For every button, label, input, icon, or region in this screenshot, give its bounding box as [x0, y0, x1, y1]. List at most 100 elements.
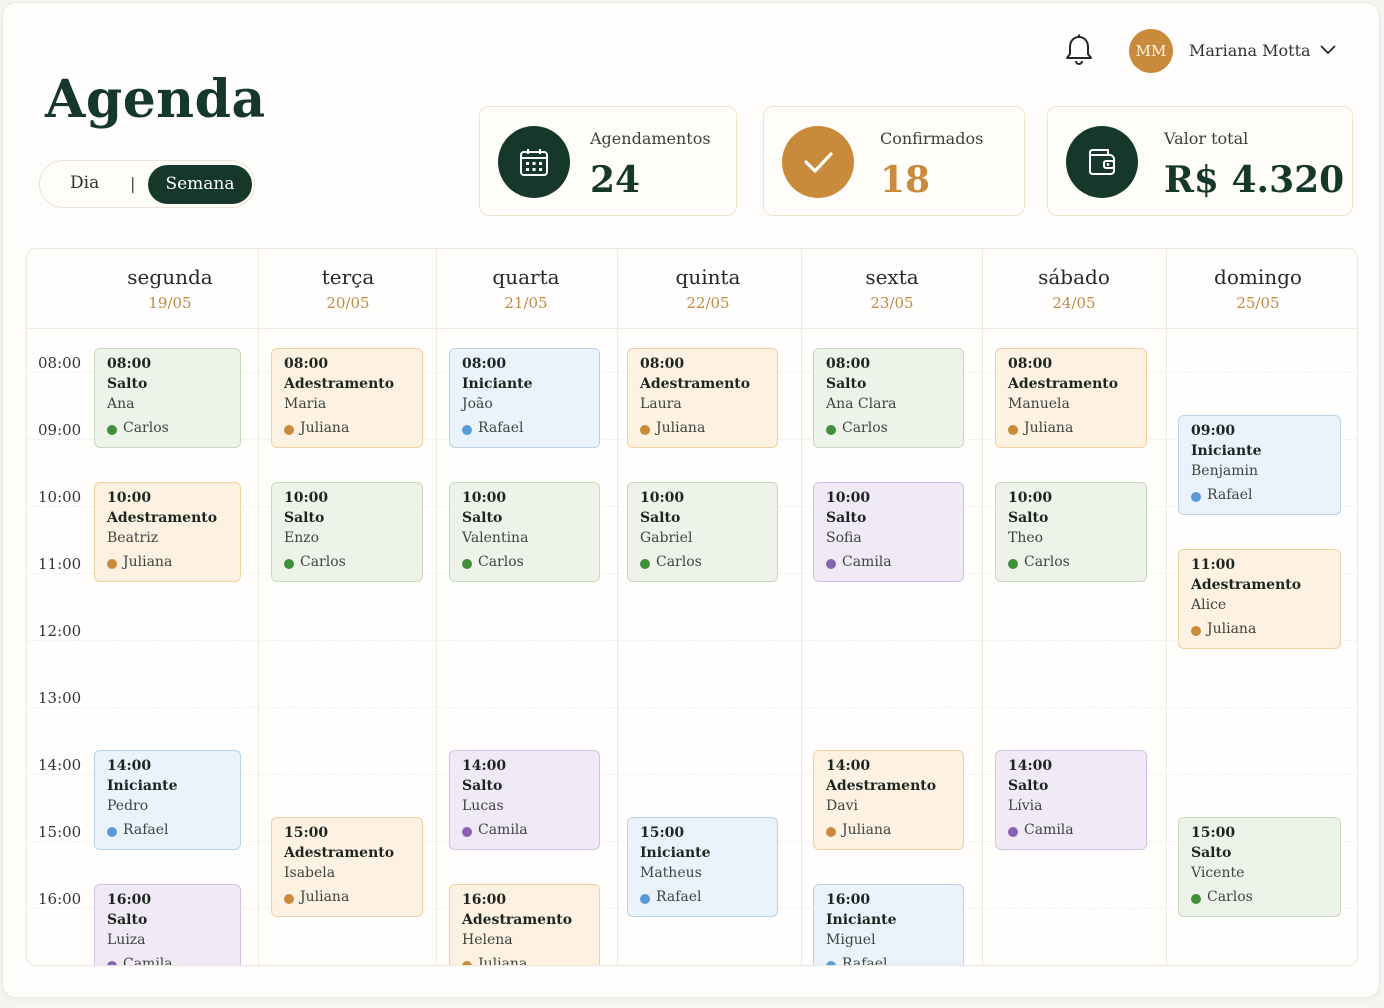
appointment-client: Lívia	[1008, 798, 1043, 814]
appointment-client: Luiza	[107, 932, 146, 948]
day-header: terça 20/05	[268, 249, 428, 329]
day-header: segunda 19/05	[90, 249, 250, 329]
appointment-card[interactable]: 15:00 Salto Vicente Carlos	[1178, 817, 1341, 917]
appointment-time: 10:00	[284, 490, 329, 506]
appointment-trainer: Rafael	[478, 420, 524, 436]
appointment-client: Ana Clara	[826, 396, 897, 412]
appointment-card[interactable]: 10:00 Adestramento Beatriz Juliana	[94, 482, 241, 582]
appointment-trainer: Juliana	[478, 956, 528, 966]
stat-card-confirmados: Confirmados 18	[763, 106, 1025, 216]
bell-icon[interactable]	[1063, 33, 1095, 67]
appointment-time: 08:00	[640, 356, 685, 372]
column-divider	[1166, 249, 1167, 965]
appointment-trainer: Juliana	[300, 889, 350, 905]
day-header: sexta 23/05	[812, 249, 972, 329]
appointment-type: Adestramento	[107, 510, 218, 526]
appointment-card[interactable]: 09:00 Iniciante Benjamin Rafael	[1178, 415, 1341, 515]
appointment-trainer: Juliana	[842, 822, 892, 838]
time-label: 10:00	[38, 488, 82, 506]
appointment-card[interactable]: 10:00 Salto Valentina Carlos	[449, 482, 600, 582]
day-date: 23/05	[870, 294, 914, 312]
trainer-dot	[1191, 626, 1201, 636]
header-divider	[27, 328, 1357, 329]
appointment-card[interactable]: 14:00 Salto Lívia Camila	[995, 750, 1147, 850]
user-name[interactable]: Mariana Motta	[1189, 41, 1311, 60]
appointment-card[interactable]: 16:00 Adestramento Helena Juliana	[449, 884, 600, 966]
column-divider	[982, 249, 983, 965]
appointment-time: 08:00	[462, 356, 507, 372]
appointment-card[interactable]: 11:00 Adestramento Alice Juliana	[1178, 549, 1341, 649]
hour-line	[27, 640, 1357, 641]
day-date: 22/05	[686, 294, 730, 312]
chevron-down-icon[interactable]	[1319, 43, 1337, 57]
appointment-client: Ana	[107, 396, 135, 412]
appointment-client: Manuela	[1008, 396, 1070, 412]
appointment-card[interactable]: 15:00 Iniciante Matheus Rafael	[627, 817, 778, 917]
trainer-dot	[1191, 894, 1201, 904]
appointment-card[interactable]: 14:00 Salto Lucas Camila	[449, 750, 600, 850]
day-date: 24/05	[1052, 294, 1096, 312]
appointment-time: 15:00	[1191, 825, 1236, 841]
day-header: quarta 21/05	[446, 249, 606, 329]
hour-line	[27, 774, 1357, 775]
appointment-card[interactable]: 16:00 Iniciante Miguel Rafael	[813, 884, 964, 965]
day-name: terça	[321, 265, 375, 289]
appointment-client: Enzo	[284, 530, 320, 546]
appointment-card[interactable]: 15:00 Adestramento Isabela Juliana	[271, 817, 423, 917]
appointment-type: Iniciante	[462, 376, 533, 392]
day-header: domingo 25/05	[1178, 249, 1338, 329]
column-divider	[617, 249, 618, 965]
appointment-time: 08:00	[107, 356, 152, 372]
day-name: quarta	[492, 265, 560, 289]
appointment-card[interactable]: 10:00 Salto Theo Carlos	[995, 482, 1147, 582]
appointment-type: Iniciante	[826, 912, 897, 928]
appointment-client: Helena	[462, 932, 513, 948]
appointment-trainer: Carlos	[1024, 554, 1070, 570]
view-day-button[interactable]: Dia	[70, 173, 100, 193]
appointment-card[interactable]: 08:00 Adestramento Laura Juliana	[627, 348, 778, 448]
trainer-dot	[1008, 827, 1018, 837]
appointment-time: 14:00	[107, 758, 152, 774]
appointment-card[interactable]: 08:00 Adestramento Manuela Juliana	[995, 348, 1147, 448]
appointment-card[interactable]: 08:00 Iniciante João Rafael	[449, 348, 600, 448]
trainer-dot	[284, 894, 294, 904]
column-divider	[258, 249, 259, 965]
column-divider	[436, 249, 437, 965]
appointment-card[interactable]: 10:00 Salto Enzo Carlos	[271, 482, 423, 582]
appointment-trainer: Carlos	[656, 554, 702, 570]
appointment-time: 10:00	[1008, 490, 1053, 506]
appointment-card[interactable]: 08:00 Salto Ana Clara Carlos	[813, 348, 964, 448]
appointment-type: Salto	[826, 510, 867, 526]
stat-value: 18	[880, 159, 931, 201]
appointment-trainer: Juliana	[1024, 420, 1074, 436]
appointment-time: 10:00	[462, 490, 507, 506]
appointment-client: Theo	[1008, 530, 1044, 546]
appointment-trainer: Juliana	[300, 420, 350, 436]
view-week-button[interactable]: Semana	[148, 165, 252, 204]
appointment-type: Adestramento	[1008, 376, 1119, 392]
day-date: 21/05	[504, 294, 548, 312]
day-date: 20/05	[326, 294, 370, 312]
appointment-card[interactable]: 16:00 Salto Luiza Camila	[94, 884, 241, 965]
appointment-type: Salto	[640, 510, 681, 526]
appointment-client: Miguel	[826, 932, 876, 948]
time-label: 16:00	[38, 890, 82, 908]
appointment-client: Sofia	[826, 530, 862, 546]
trainer-dot	[1191, 492, 1201, 502]
appointment-card[interactable]: 08:00 Salto Ana Carlos	[94, 348, 241, 448]
appointment-card[interactable]: 14:00 Iniciante Pedro Rafael	[94, 750, 241, 850]
appointment-time: 16:00	[462, 892, 507, 908]
toggle-divider: |	[130, 174, 136, 193]
appointment-card[interactable]: 08:00 Adestramento Maria Juliana	[271, 348, 423, 448]
appointment-card[interactable]: 10:00 Salto Gabriel Carlos	[627, 482, 778, 582]
avatar[interactable]: MM	[1129, 29, 1173, 73]
appointment-trainer: Camila	[478, 822, 528, 838]
day-name: quinta	[675, 265, 741, 289]
appointment-card[interactable]: 14:00 Adestramento Davi Juliana	[813, 750, 964, 850]
day-name: domingo	[1214, 265, 1302, 289]
view-toggle: Dia | Semana	[39, 160, 255, 208]
stat-label: Valor total	[1164, 129, 1249, 148]
week-calendar: 08:00 09:00 10:00 11:00 12:00 13:00 14:00 15:00…	[26, 248, 1358, 966]
appointment-card[interactable]: 10:00 Salto Sofia Camila	[813, 482, 964, 582]
stat-card-valor-total: Valor total R$ 4.320	[1047, 106, 1353, 216]
